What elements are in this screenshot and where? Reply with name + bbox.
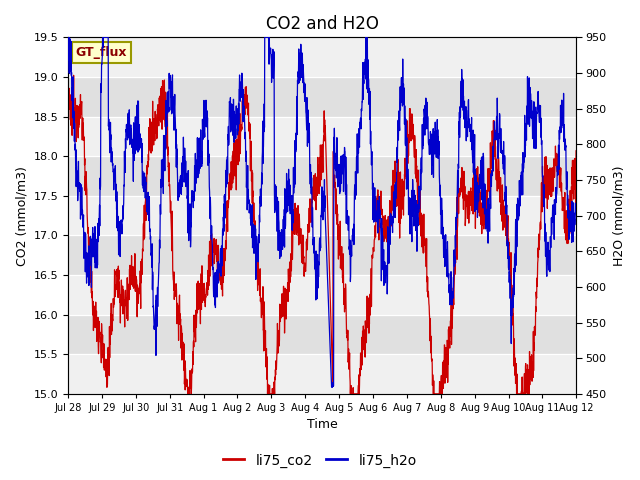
Bar: [68, 117, 576, 156]
Y-axis label: CO2 (mmol/m3): CO2 (mmol/m3): [15, 166, 28, 265]
X-axis label: Time: Time: [307, 419, 337, 432]
Bar: [68, 275, 576, 314]
Bar: [68, 354, 576, 394]
Bar: [68, 37, 576, 77]
Y-axis label: H2O (mmol/m3): H2O (mmol/m3): [612, 165, 625, 266]
Title: CO2 and H2O: CO2 and H2O: [266, 15, 379, 33]
Bar: [68, 196, 576, 235]
Text: GT_flux: GT_flux: [76, 46, 127, 59]
Legend: li75_co2, li75_h2o: li75_co2, li75_h2o: [218, 448, 422, 473]
